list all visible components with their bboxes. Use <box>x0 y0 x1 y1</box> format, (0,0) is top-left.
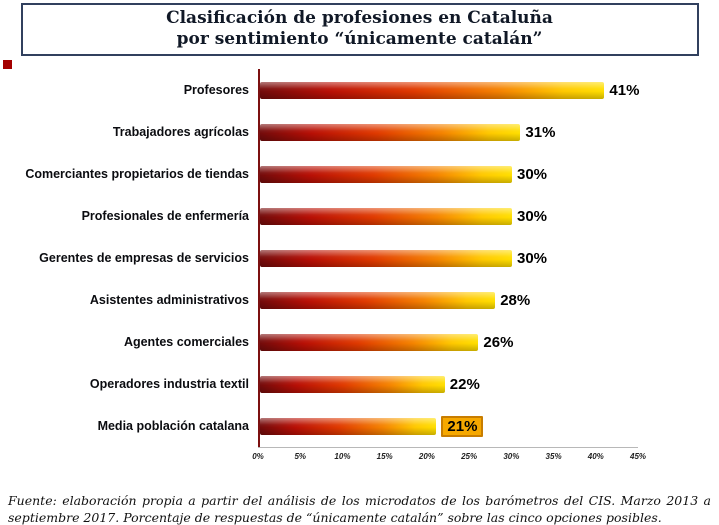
bar-track: 21% <box>258 405 638 448</box>
bar-row: Comerciantes propietarios de tiendas 30% <box>0 153 719 196</box>
bar <box>260 81 605 99</box>
x-axis-ticks: 0% 5% 10% 15% 20% 25% 30% 35% 40% 45% <box>252 447 646 463</box>
bar <box>260 291 496 309</box>
x-tick-label: 15% <box>376 452 393 462</box>
red-corner-mark <box>3 60 12 69</box>
bar-row: Agentes comerciales 26% <box>0 321 719 364</box>
bar-row: Profesionales de enfermería 30% <box>0 195 719 238</box>
value-label: 30% <box>517 207 548 225</box>
category-label: Profesores <box>183 82 249 97</box>
category-label: Media población catalana <box>97 418 249 433</box>
bar-track: 30% <box>258 153 638 196</box>
bar-track: 28% <box>258 279 638 322</box>
category-label: Agentes comerciales <box>123 334 249 349</box>
x-tick-label: 35% <box>545 452 562 462</box>
x-tick-label: 0% <box>252 452 264 462</box>
bar <box>260 123 521 141</box>
category-label: Trabajadores agrícolas <box>112 124 249 139</box>
value-label: 28% <box>500 291 531 309</box>
title-line2: por sentimiento “únicamente catalán” <box>176 28 543 49</box>
chart-title: Clasificación de profesiones en Cataluña… <box>20 3 699 57</box>
x-axis: 0% 5% 10% 15% 20% 25% 30% 35% 40% 45% <box>0 447 719 463</box>
category-label: Comerciantes propietarios de tiendas <box>25 166 249 181</box>
value-label: 41% <box>609 81 640 99</box>
x-tick-label: 45% <box>629 452 647 462</box>
category-label: Profesionales de enfermería <box>81 208 249 223</box>
x-tick-label: 20% <box>418 452 435 462</box>
bar <box>260 165 512 183</box>
bar-row: Asistentes administrativos 28% <box>0 279 719 322</box>
bar-row: Gerentes de empresas de servicios 30% <box>0 237 719 280</box>
x-tick-label: 5% <box>294 452 306 462</box>
bar-row: Profesores 41% <box>0 69 719 112</box>
title-line1: Clasificación de profesiones en Cataluña <box>166 8 553 28</box>
bar-row: Trabajadores agrícolas 31% <box>0 111 719 154</box>
x-tick-label: 30% <box>503 452 520 462</box>
category-label: Operadores industria textil <box>89 376 249 391</box>
category-label: Asistentes administrativos <box>89 292 249 307</box>
bar <box>260 375 445 393</box>
bar-track: 30% <box>258 237 638 280</box>
value-label: 26% <box>483 333 514 351</box>
x-tick-label: 10% <box>334 452 351 462</box>
source-note: Fuente: elaboración propia a partir del … <box>8 493 711 525</box>
value-label: 21% <box>441 415 484 437</box>
x-axis-spacer <box>0 447 258 463</box>
bar-track: 41% <box>258 69 640 112</box>
bar-track: 31% <box>258 111 638 154</box>
bar <box>260 207 512 225</box>
bar-row: Media población catalana 21% <box>0 405 719 448</box>
category-label: Gerentes de empresas de servicios <box>39 250 249 265</box>
value-label: 31% <box>525 123 556 141</box>
x-tick-label: 25% <box>461 452 478 462</box>
bar-chart: Profesores 41% Trabajadores agrícolas 31% Co… <box>0 69 719 463</box>
bar <box>260 249 512 267</box>
value-label: 30% <box>517 249 548 267</box>
bar-track: 26% <box>258 321 638 364</box>
bar-row: Operadores industria textil 22% <box>0 363 719 406</box>
x-tick-label: 40% <box>587 452 604 462</box>
bar-rows: Profesores 41% Trabajadores agrícolas 31% Co… <box>0 69 719 448</box>
bar <box>260 417 437 435</box>
chart-page: Clasificación de profesiones en Cataluña… <box>0 3 719 525</box>
bar <box>260 333 479 351</box>
bar-track: 30% <box>258 195 638 238</box>
value-label: 22% <box>449 375 480 393</box>
value-label: 30% <box>517 165 548 183</box>
bar-track: 22% <box>258 363 638 406</box>
